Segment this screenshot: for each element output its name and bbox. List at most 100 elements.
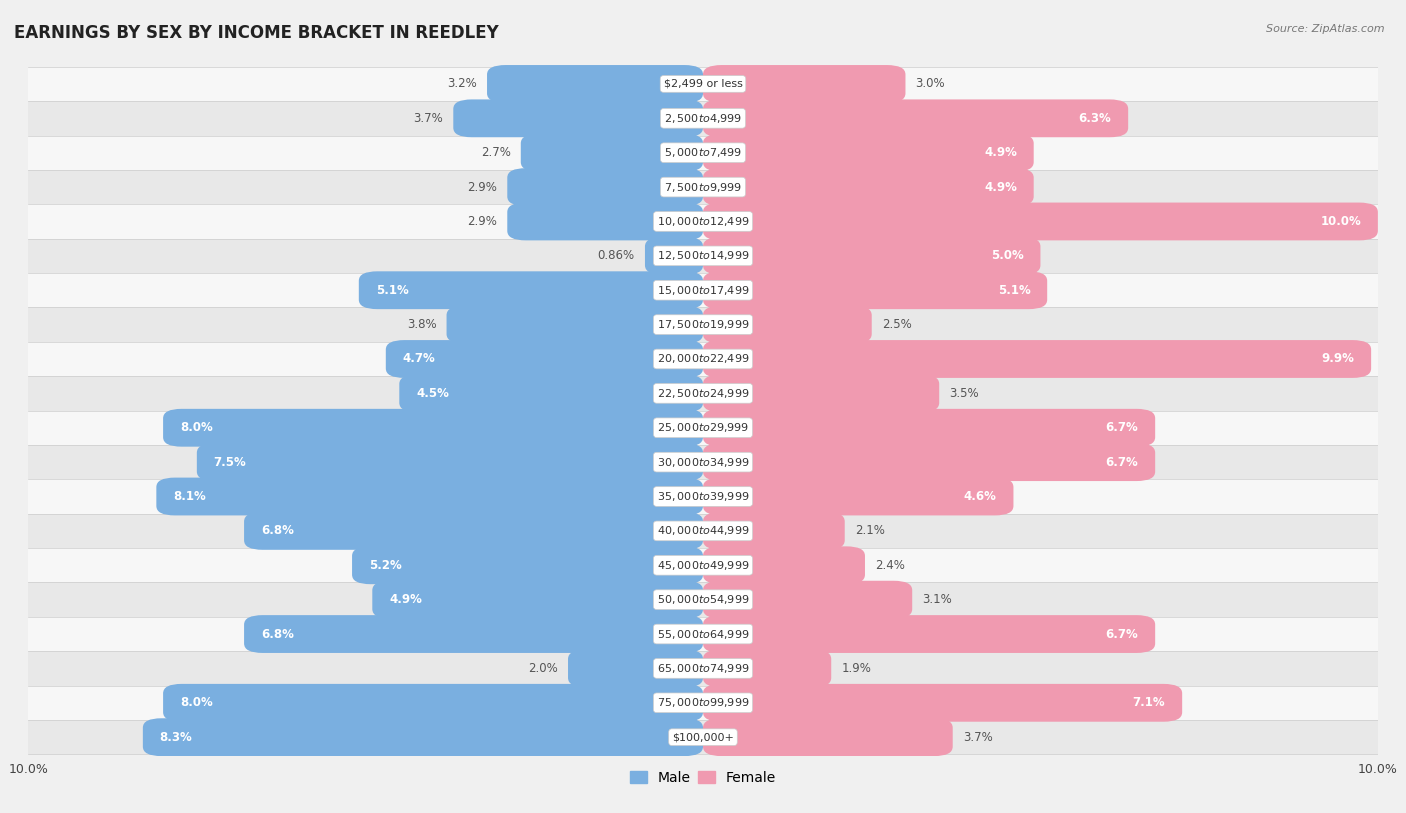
FancyBboxPatch shape (703, 202, 1378, 241)
Text: 4.6%: 4.6% (963, 490, 997, 503)
Text: 10.0%: 10.0% (1320, 215, 1361, 228)
Bar (28, 170, 1378, 204)
Text: $75,000 to $99,999: $75,000 to $99,999 (657, 696, 749, 709)
Text: $2,500 to $4,999: $2,500 to $4,999 (664, 112, 742, 125)
Text: 3.7%: 3.7% (413, 112, 443, 125)
Text: 8.0%: 8.0% (180, 696, 212, 709)
Bar (28, 273, 1378, 307)
Text: 1.9%: 1.9% (841, 662, 872, 675)
FancyBboxPatch shape (520, 134, 703, 172)
Text: $55,000 to $64,999: $55,000 to $64,999 (657, 628, 749, 641)
Text: $20,000 to $22,499: $20,000 to $22,499 (657, 353, 749, 366)
Text: $65,000 to $74,999: $65,000 to $74,999 (657, 662, 749, 675)
Text: 2.9%: 2.9% (467, 180, 498, 193)
Text: 6.8%: 6.8% (262, 524, 294, 537)
Text: 3.0%: 3.0% (915, 77, 945, 90)
Bar (28, 101, 1378, 136)
Bar (28, 651, 1378, 685)
FancyBboxPatch shape (453, 99, 703, 137)
FancyBboxPatch shape (703, 99, 1128, 137)
FancyBboxPatch shape (703, 237, 1040, 275)
Bar (28, 136, 1378, 170)
Text: EARNINGS BY SEX BY INCOME BRACKET IN REEDLEY: EARNINGS BY SEX BY INCOME BRACKET IN REE… (14, 24, 499, 42)
Text: 2.5%: 2.5% (882, 318, 911, 331)
Text: 8.3%: 8.3% (160, 731, 193, 744)
Bar (28, 204, 1378, 239)
FancyBboxPatch shape (703, 650, 831, 687)
FancyBboxPatch shape (703, 580, 912, 619)
Text: 2.0%: 2.0% (529, 662, 558, 675)
Text: $25,000 to $29,999: $25,000 to $29,999 (657, 421, 749, 434)
Text: $22,500 to $24,999: $22,500 to $24,999 (657, 387, 749, 400)
Text: 4.5%: 4.5% (416, 387, 449, 400)
FancyBboxPatch shape (163, 409, 703, 446)
Text: 3.1%: 3.1% (922, 593, 952, 606)
FancyBboxPatch shape (703, 443, 1156, 481)
FancyBboxPatch shape (703, 340, 1371, 378)
Text: 2.4%: 2.4% (875, 559, 905, 572)
FancyBboxPatch shape (163, 684, 703, 722)
FancyBboxPatch shape (703, 168, 1033, 206)
Text: 4.9%: 4.9% (984, 146, 1017, 159)
Text: 2.9%: 2.9% (467, 215, 498, 228)
FancyBboxPatch shape (143, 718, 703, 756)
Text: 3.2%: 3.2% (447, 77, 477, 90)
Text: 5.2%: 5.2% (368, 559, 402, 572)
Bar (28, 548, 1378, 582)
Text: 4.9%: 4.9% (984, 180, 1017, 193)
Text: 5.1%: 5.1% (375, 284, 408, 297)
FancyBboxPatch shape (703, 477, 1014, 515)
Text: $50,000 to $54,999: $50,000 to $54,999 (657, 593, 749, 606)
FancyBboxPatch shape (703, 512, 845, 550)
Text: 6.8%: 6.8% (262, 628, 294, 641)
FancyBboxPatch shape (373, 580, 703, 619)
FancyBboxPatch shape (385, 340, 703, 378)
Text: 4.9%: 4.9% (389, 593, 422, 606)
Bar (28, 720, 1378, 754)
Text: 5.0%: 5.0% (991, 250, 1024, 263)
FancyBboxPatch shape (703, 134, 1033, 172)
FancyBboxPatch shape (352, 546, 703, 585)
FancyBboxPatch shape (703, 375, 939, 412)
Text: 6.7%: 6.7% (1105, 628, 1139, 641)
Text: 6.3%: 6.3% (1078, 112, 1111, 125)
FancyBboxPatch shape (703, 718, 953, 756)
Text: 2.1%: 2.1% (855, 524, 884, 537)
Text: 0.86%: 0.86% (598, 250, 636, 263)
Text: $100,000+: $100,000+ (672, 733, 734, 742)
Bar (28, 307, 1378, 341)
Bar (28, 617, 1378, 651)
Text: 6.7%: 6.7% (1105, 421, 1139, 434)
FancyBboxPatch shape (156, 477, 703, 515)
FancyBboxPatch shape (703, 615, 1156, 653)
FancyBboxPatch shape (508, 168, 703, 206)
Text: 2.7%: 2.7% (481, 146, 510, 159)
Text: $45,000 to $49,999: $45,000 to $49,999 (657, 559, 749, 572)
FancyBboxPatch shape (703, 65, 905, 103)
FancyBboxPatch shape (703, 272, 1047, 309)
Text: Source: ZipAtlas.com: Source: ZipAtlas.com (1267, 24, 1385, 34)
Bar (28, 514, 1378, 548)
FancyBboxPatch shape (645, 237, 703, 275)
Text: 3.8%: 3.8% (406, 318, 436, 331)
Text: 4.7%: 4.7% (402, 353, 436, 366)
Text: 3.7%: 3.7% (963, 731, 993, 744)
Bar (28, 411, 1378, 445)
FancyBboxPatch shape (245, 512, 703, 550)
FancyBboxPatch shape (359, 272, 703, 309)
Legend: Male, Female: Male, Female (624, 766, 782, 790)
Text: $40,000 to $44,999: $40,000 to $44,999 (657, 524, 749, 537)
FancyBboxPatch shape (703, 409, 1156, 446)
FancyBboxPatch shape (245, 615, 703, 653)
Text: 6.7%: 6.7% (1105, 455, 1139, 468)
Bar (28, 376, 1378, 411)
Text: $2,499 or less: $2,499 or less (664, 79, 742, 89)
FancyBboxPatch shape (703, 684, 1182, 722)
FancyBboxPatch shape (508, 202, 703, 241)
Text: 7.1%: 7.1% (1133, 696, 1166, 709)
FancyBboxPatch shape (197, 443, 703, 481)
Text: $17,500 to $19,999: $17,500 to $19,999 (657, 318, 749, 331)
Text: $5,000 to $7,499: $5,000 to $7,499 (664, 146, 742, 159)
Text: $12,500 to $14,999: $12,500 to $14,999 (657, 250, 749, 263)
Text: $10,000 to $12,499: $10,000 to $12,499 (657, 215, 749, 228)
